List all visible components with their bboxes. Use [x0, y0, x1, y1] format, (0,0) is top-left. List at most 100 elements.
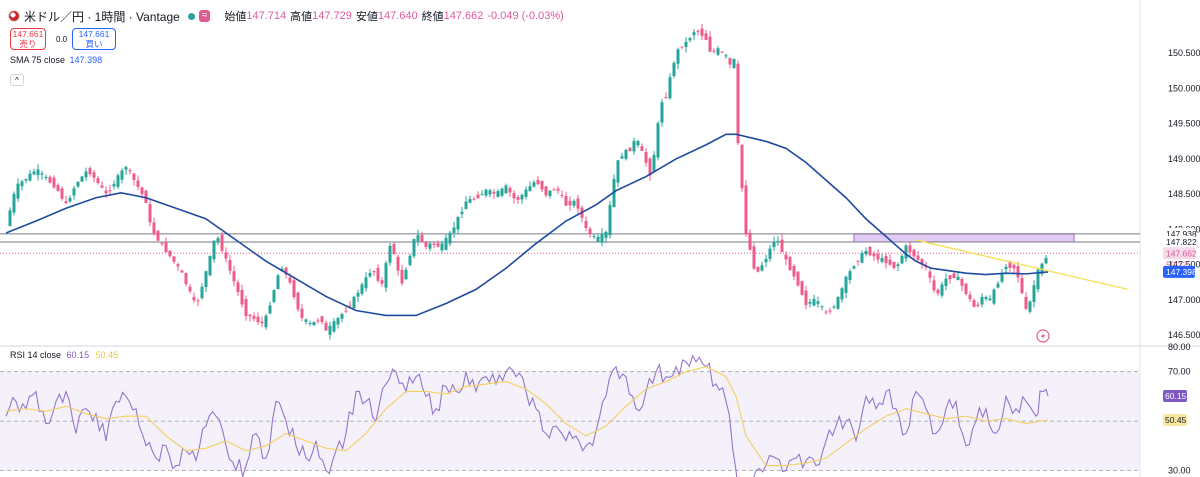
candle-body: [424, 241, 428, 247]
candle-body: [492, 191, 496, 194]
buy-button[interactable]: 147.661 買い: [72, 28, 116, 50]
candle-body: [872, 253, 876, 257]
low-label: 安値: [355, 11, 378, 23]
rsi-pane[interactable]: [0, 354, 1140, 477]
chevron-up-icon: ^: [15, 76, 19, 85]
rsi-legend-value: 60.15: [66, 350, 90, 360]
candle-body: [464, 201, 468, 210]
rsi-legend-label: RSI 14 close: [10, 350, 62, 360]
candle-body: [104, 190, 108, 194]
candle-body: [384, 263, 388, 288]
candle-body: [296, 292, 300, 310]
candle-body: [1016, 265, 1020, 278]
rsi-tick-label: 70.00: [1168, 367, 1191, 377]
candle-body: [820, 306, 824, 308]
candle-body: [52, 177, 56, 188]
candle-body: [144, 190, 148, 203]
price-tick-label: 148.500: [1168, 189, 1200, 199]
candle-body: [684, 41, 688, 48]
candle-body: [704, 33, 708, 40]
rsi-legend[interactable]: RSI 14 close 60.15 50.45: [10, 350, 118, 360]
candle-body: [188, 286, 192, 292]
candle-body: [284, 267, 288, 275]
candle-body: [348, 305, 352, 307]
tag-sma: 147.398: [1166, 267, 1197, 277]
candle-body: [468, 199, 472, 203]
spread-value: 0.0: [56, 35, 68, 44]
candle-body: [1012, 264, 1016, 269]
candle-body: [272, 290, 276, 302]
rsi-tick-label: 80.00: [1168, 342, 1191, 352]
candle-body: [812, 298, 816, 306]
price-tick-label: 150.000: [1168, 83, 1200, 93]
candle-body: [56, 184, 60, 191]
price-tick-label: 147.500: [1168, 260, 1200, 270]
candles: [8, 23, 1048, 340]
candle-body: [1036, 269, 1040, 290]
candle-body: [968, 294, 972, 300]
candle-body: [996, 283, 1000, 288]
collapse-legend-button[interactable]: ^: [10, 74, 24, 86]
candle-body: [368, 272, 372, 277]
candle-body: [784, 254, 788, 260]
symbol-title[interactable]: 米ドル／円 · 1時間 · Vantage: [24, 9, 180, 24]
candle-body: [480, 194, 484, 196]
candle-body: [140, 187, 144, 195]
candle-body: [716, 48, 720, 55]
candle-body: [992, 289, 996, 304]
candle-body: [268, 305, 272, 314]
candle-body: [792, 265, 796, 277]
candle-body: [648, 158, 652, 176]
candle-body: [748, 232, 752, 250]
candle-body: [80, 176, 84, 182]
candle-body: [88, 168, 92, 175]
candle-body: [224, 252, 228, 259]
price-tick-label: 146.500: [1168, 330, 1200, 340]
candle-body: [448, 232, 452, 244]
candle-body: [404, 269, 408, 280]
candle-body: [904, 245, 908, 259]
candle-body: [308, 322, 312, 324]
sma-75-line: [5, 133, 1049, 317]
candle-body: [132, 173, 136, 180]
candle-body: [392, 244, 396, 255]
candle-body: [396, 256, 400, 271]
candle-body: [576, 198, 580, 209]
candle-body: [972, 300, 976, 307]
currency-flag-icon: [8, 10, 20, 22]
candle-body: [624, 149, 628, 159]
wave-icon[interactable]: ≈: [198, 10, 211, 22]
candle-body: [236, 282, 240, 293]
price-axis[interactable]: 146.500147.000147.500148.000148.500149.0…: [1163, 48, 1200, 476]
sma-legend-label: SMA 75 close: [10, 55, 66, 65]
candle-body: [436, 243, 440, 247]
candle-body: [592, 236, 596, 238]
candle-body: [800, 281, 804, 295]
candle-body: [172, 256, 176, 262]
candle-body: [196, 300, 200, 302]
trendline: [915, 239, 1129, 291]
candle-body: [832, 306, 836, 308]
candle-body: [488, 190, 492, 195]
candle-body: [432, 243, 436, 245]
candle-body: [660, 102, 664, 123]
candle-body: [988, 298, 992, 301]
candle-body: [428, 243, 432, 249]
high-value: 147.729: [312, 10, 352, 22]
candle-body: [852, 266, 856, 269]
sell-button[interactable]: 147.661 売り: [10, 28, 46, 50]
candle-body: [444, 237, 448, 250]
buy-price: 147.661: [78, 29, 110, 39]
sma-legend[interactable]: SMA 75 close 147.398: [10, 55, 102, 65]
candle-body: [112, 183, 116, 187]
candle-body: [180, 270, 184, 273]
candle-body: [544, 186, 548, 196]
candle-body: [720, 51, 724, 53]
candle-body: [84, 171, 88, 178]
candle-body: [880, 258, 884, 262]
tag-zone-bottom: 147.822: [1166, 237, 1197, 247]
candle-body: [92, 172, 96, 178]
candle-body: [380, 280, 384, 284]
